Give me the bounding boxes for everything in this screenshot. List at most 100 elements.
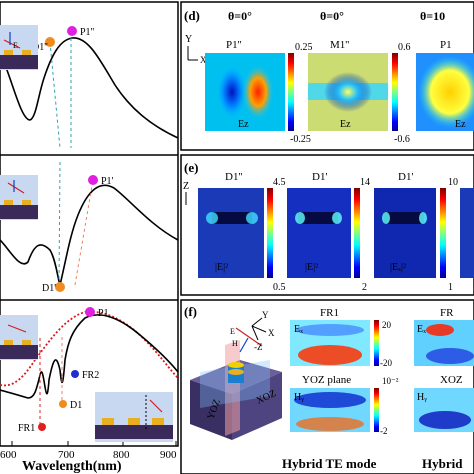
caption-left: Hybrid TE mode [282,456,377,471]
field-map-p1: P1 Ez [416,39,474,131]
spectrum-top-curve [0,37,179,139]
x-axis-label: Wavelength(nm) [22,459,122,474]
colorbar [374,388,379,432]
map-title: FR [440,307,454,319]
field-map-m1pp: M1'' Ez 0.6 -0.6 [308,39,411,145]
cb-min: 2 [362,282,367,293]
label-p1pp: P1'' [80,27,94,38]
cb-min: -0.6 [394,134,410,145]
spectrum-bottom-curve [0,314,179,399]
x-tick-label: 900 [160,449,177,461]
map-title: XOZ [440,374,463,386]
spectrum-mid-curve [0,184,179,288]
schematic-e: E [230,327,235,336]
schematic-h: H [232,339,238,348]
panel-d-frame [180,1,474,151]
panel-e-tag: (e) [184,160,198,175]
map-field-label: Eₓ [294,324,303,335]
colorbar [354,188,360,278]
map-fr1-ex: FR1 Eₓ 20 -20 [290,307,392,368]
panel-d-tag: (d) [184,8,200,23]
map-xoz-hy-cropped: XOZ Hᵧ [414,374,474,432]
theta-label: θ=10 [420,9,445,23]
marker-p1 [85,307,95,317]
map-field-label: Ez [455,119,466,130]
panel-f: (f) Y X -Z E H YOZ XOZ FR1 [180,299,474,474]
map-title: YOZ plane [302,374,351,386]
panel-e: (e) Z D1'' |E|² 4.5 0.5 D1' |E|² 14 2 D [180,154,474,296]
left-spectra-panel: 600 700 800 900 Wavelength(nm) P1'' D1''… [0,1,179,474]
panel-d: (d) θ=0° θ=0° θ=10 Y X P1'' Ez 0.25 -0.2… [180,1,474,151]
cb-min: 0.5 [273,282,286,293]
guide-dash [49,41,61,149]
intensity-map-d1pp: D1'' |E|² 4.5 0.5 [198,171,286,293]
map-field-label: Hᵧ [294,392,304,403]
label-d1: D1 [70,400,82,411]
cb-min: -2 [380,426,388,436]
inset-mid-schematic [0,175,38,220]
theta-label: θ=0° [320,9,344,23]
inset-bottom-right-schematic [95,392,173,442]
colorbar [440,188,446,278]
map-title: M1'' [330,39,349,51]
map-title: FR1 [320,307,339,319]
panel-f-frame [180,299,474,474]
guide-dash [74,179,94,286]
map-field-label: |E|² [215,262,228,273]
label-d1pp: D1'' [32,42,48,53]
colorbar [392,53,398,131]
x-tick-label: 700 [58,449,75,461]
schematic-x: X [268,328,275,338]
map-field-label: Eₓ [417,324,426,335]
cb-min: 1 [448,282,453,293]
map-field-label: Hᵧ [417,392,427,403]
cb-max: 4.5 [273,177,286,188]
axis-x-label: X [200,55,207,65]
cb-max: 20 [382,320,392,330]
label-d1p: D1' [42,283,56,294]
schematic-y: Y [262,310,269,320]
theta-label: θ=0° [228,9,252,23]
caption-right: Hybrid [422,456,463,471]
map-field-label: Ez [340,119,351,130]
colorbar [374,320,379,366]
svg-text:E: E [13,41,18,50]
marker-d1 [59,400,67,408]
label-p1p: P1' [101,176,114,187]
map-field-label: |E|² [305,262,318,273]
x-tick-label: 800 [113,449,130,461]
map-title: P1 [440,39,452,51]
label-fr1: FR1 [18,423,35,434]
marker-d1p [55,282,65,292]
x-axis-ticks: 600 700 800 900 [0,441,177,461]
marker-d1pp [45,37,55,47]
map-field-label: |Eₓ|² [390,262,406,273]
map-yoz-hy: YOZ plane Hᵧ 10⁻² -2 [290,374,399,436]
map-title: D1'' [225,171,242,183]
axis-y-label: Y [185,34,192,45]
intensity-map-d1p: D1' |E|² 14 2 [287,171,370,293]
map-title: P1'' [226,39,242,51]
x-tick-label: 600 [0,449,17,461]
schematic-z: -Z [254,342,263,352]
axis-z-label: Z [183,181,189,192]
marker-fr2 [71,370,79,378]
left-panel-frame [0,1,179,447]
cb-min: -0.25 [290,134,311,145]
marker-p1pp [67,26,77,36]
map-fr-ex-cropped: FR Eₓ [414,307,474,366]
map-title: D1' [398,171,413,183]
cb-max: 10⁻² [382,376,399,386]
field-map-p1pp: P1'' Ez 0.25 -0.25 [205,39,313,145]
inset-bottom-left-schematic [0,315,38,360]
cb-min: -20 [380,358,392,368]
colorbar [288,53,294,131]
cb-max: 0.25 [295,42,313,53]
cb-max: 0.6 [398,42,411,53]
inset-top-schematic: E [0,25,38,70]
map-title: D1' [312,171,327,183]
guide-dash [58,159,61,286]
label-fr2: FR2 [82,370,99,381]
panel-f-tag: (f) [184,304,197,319]
colorbar [267,188,273,278]
